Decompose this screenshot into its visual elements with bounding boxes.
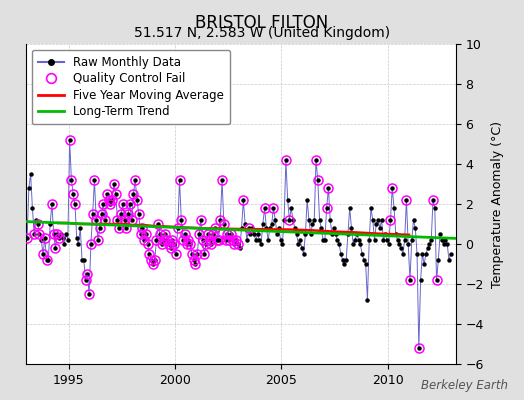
Text: Berkeley Earth: Berkeley Earth	[421, 379, 508, 392]
Y-axis label: Temperature Anomaly (°C): Temperature Anomaly (°C)	[491, 120, 504, 288]
Legend: Raw Monthly Data, Quality Control Fail, Five Year Moving Average, Long-Term Tren: Raw Monthly Data, Quality Control Fail, …	[32, 50, 230, 124]
Text: 51.517 N, 2.583 W (United Kingdom): 51.517 N, 2.583 W (United Kingdom)	[134, 26, 390, 40]
Text: BRISTOL FILTON: BRISTOL FILTON	[195, 14, 329, 32]
